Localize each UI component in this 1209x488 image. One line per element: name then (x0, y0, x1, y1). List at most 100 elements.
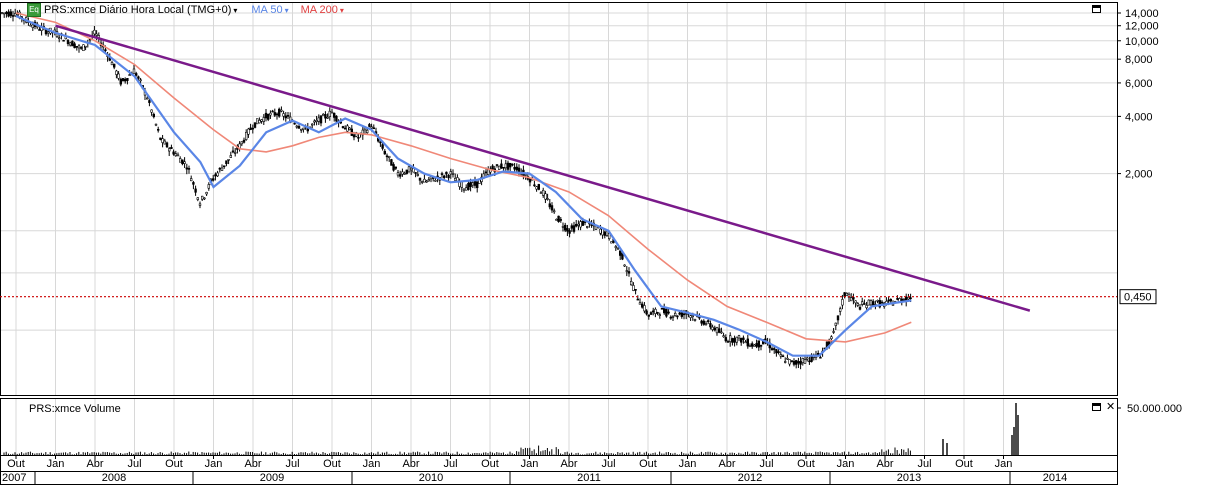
candle-body (218, 167, 221, 170)
ma50-legend[interactable]: MA 50 ▾ (251, 4, 289, 16)
x-month-label: Out (165, 458, 183, 470)
candle-body (434, 179, 437, 182)
candle-body (71, 40, 74, 47)
candle-body (654, 308, 657, 314)
candle-body (407, 166, 411, 173)
candle-body (198, 203, 202, 206)
y-tick-label: 6,000 (1125, 78, 1153, 90)
candle-body (665, 308, 668, 317)
candle-body (456, 177, 459, 182)
candle-body (75, 46, 79, 48)
equity-badge: Eq (27, 3, 41, 17)
candle-body (753, 344, 756, 347)
candle-body (346, 125, 349, 132)
candle-body (66, 40, 70, 45)
candle-body (471, 182, 474, 186)
x-month-label: Jan (521, 458, 539, 470)
candle-body (385, 155, 389, 158)
candle-body (269, 112, 272, 116)
candle-body (14, 13, 17, 17)
candle-body (357, 136, 360, 139)
candle-body (838, 308, 842, 312)
x-year-label: 2013 (897, 472, 921, 484)
candle-body (469, 181, 472, 188)
x-month-label: Abr (718, 458, 735, 470)
candle-body (667, 311, 670, 314)
candle-body (137, 76, 140, 79)
candle-body (515, 166, 519, 171)
candle-body (722, 335, 725, 338)
candles (0, 8, 912, 370)
x-month-label: Out (955, 458, 973, 470)
candle-body (161, 138, 164, 143)
candle-body (187, 168, 191, 170)
candle-body (449, 171, 452, 175)
candle-body (458, 181, 461, 187)
candle-body (559, 219, 563, 221)
candle-body (427, 179, 430, 182)
candle-body (251, 127, 254, 130)
x-month-label: Abr (86, 458, 103, 470)
x-month-label: Jan (47, 458, 65, 470)
candle-body (310, 123, 314, 126)
candle-body (625, 270, 629, 272)
maximize-icon[interactable] (1092, 5, 1101, 13)
candle-body (792, 361, 796, 365)
candle-body (401, 171, 404, 175)
candle-body (750, 343, 754, 347)
x-month-label: Out (639, 458, 657, 470)
candle-body (258, 120, 261, 124)
candle-body (227, 158, 230, 161)
candle-body (365, 129, 369, 134)
candle-body (2, 12, 6, 15)
candle-body (865, 305, 868, 309)
candle-body (610, 241, 613, 244)
candle-body (119, 79, 123, 85)
candle-body (656, 312, 659, 314)
x-month-label: Jan (679, 458, 697, 470)
candle-body (126, 78, 129, 81)
candle-body (326, 116, 329, 119)
chart-header: Eq PRS:xmce Diário Hora Local (TMG+0) ▾ M… (27, 2, 344, 18)
symbol-label[interactable]: PRS:xmce Diário Hora Local (TMG+0) ▾ (44, 4, 238, 16)
candle-body (170, 146, 173, 150)
candle-body (181, 159, 184, 165)
candle-body (295, 125, 298, 128)
candle-body (183, 161, 186, 164)
candle-body (152, 113, 155, 118)
candle-body (794, 360, 798, 365)
candle-body (711, 326, 714, 330)
candle-body (555, 219, 558, 221)
candle-body (508, 162, 512, 168)
candle-body (7, 11, 10, 17)
candle-body (328, 110, 331, 117)
candle-body (506, 162, 510, 170)
candle-body (179, 158, 182, 163)
candle-body (577, 223, 580, 226)
candle-body (172, 151, 175, 155)
ma50-line (15, 14, 912, 357)
candle-body (398, 174, 402, 177)
candle-body (495, 164, 499, 166)
volume-close-icon[interactable]: ✕ (1106, 401, 1116, 413)
candle-body (165, 142, 169, 148)
candle-body (863, 303, 866, 305)
x-year-label: 2008 (102, 472, 126, 484)
volume-maximize-icon[interactable] (1092, 403, 1101, 411)
candle-body (442, 175, 446, 178)
candle-body (405, 169, 408, 174)
candle-body (352, 134, 356, 138)
candle-body (414, 172, 417, 174)
candle-body (121, 78, 125, 82)
x-month-label: Jul (917, 458, 931, 470)
candle-body (733, 337, 736, 343)
candle-body (216, 172, 219, 177)
x-month-label: Jan (837, 458, 855, 470)
y-tick-label: 10,000 (1125, 36, 1159, 48)
candle-body (451, 172, 455, 175)
candle-body (174, 153, 177, 157)
candle-body (552, 210, 556, 213)
candle-body (500, 163, 503, 169)
ma200-legend[interactable]: MA 200 ▾ (300, 4, 344, 16)
candle-body (273, 112, 276, 116)
